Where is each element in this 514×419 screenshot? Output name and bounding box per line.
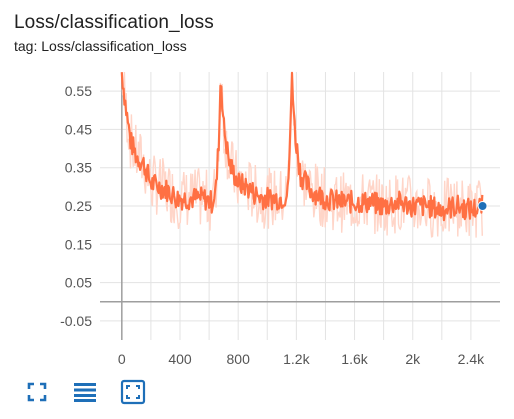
x-tick-label: 0 (118, 351, 126, 367)
y-tick-labels: 0.55 0.45 0.35 0.25 0.15 0.05 -0.05 (60, 83, 92, 329)
current-point-marker[interactable] (477, 201, 488, 211)
zero-axis (100, 72, 500, 340)
current-point[interactable] (477, 201, 488, 211)
lines-menu-icon (74, 383, 96, 402)
y-tick-label: 0.55 (65, 83, 92, 99)
x-tick-label: 1.6k (341, 351, 368, 367)
card-tag: tag: Loss/classification_loss (14, 38, 187, 54)
raw-series-line (121, 71, 483, 238)
x-tick-label: 2.4k (458, 351, 485, 367)
fit-domain-button[interactable] (118, 377, 148, 407)
y-tick-label: -0.05 (60, 313, 92, 329)
x-tick-labels: 0 400 800 1.2k 1.6k 2k 2.4k (118, 351, 485, 367)
fullscreen-button[interactable] (22, 377, 52, 407)
smoothed-series-line (120, 71, 484, 222)
smoothed-series (120, 71, 484, 222)
fit-domain-icon (120, 379, 146, 405)
y-tick-label: 0.45 (65, 121, 92, 137)
toggle-data-button[interactable] (70, 377, 100, 407)
x-tick-label: 1.2k (283, 351, 310, 367)
fullscreen-icon (27, 382, 47, 402)
card-toolbar (22, 376, 148, 408)
x-tick-label: 800 (227, 351, 251, 367)
x-tick-label: 2k (405, 351, 421, 367)
x-tick-label: 400 (168, 351, 192, 367)
y-tick-label: 0.05 (65, 275, 92, 291)
y-tick-label: 0.25 (65, 198, 92, 214)
raw-series (121, 71, 483, 238)
y-tick-label: 0.15 (65, 236, 92, 252)
loss-chart[interactable]: 0.55 0.45 0.35 0.25 0.15 0.05 -0.05 0 400 800 1.2… (0, 0, 514, 370)
y-tick-label: 0.35 (65, 160, 92, 176)
card-title: Loss/classification_loss (14, 12, 214, 33)
